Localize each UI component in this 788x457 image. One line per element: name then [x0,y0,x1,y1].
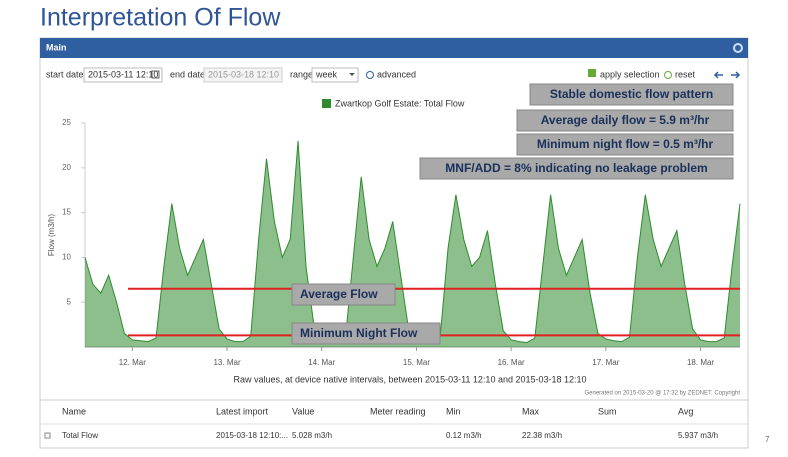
dropdown-arrow [349,73,355,76]
advanced-button[interactable]: advanced [377,69,416,79]
table-cell: Total Flow [62,431,98,440]
reset-icon [664,71,672,79]
advanced-icon [366,71,374,79]
column-header: Avg [678,406,693,416]
column-header: Min [446,406,461,416]
reference-label: Average Flow [300,287,378,301]
reference-label-box [291,322,441,345]
end-value: 2015-03-18 12:10 [208,69,279,79]
legend-swatch [322,99,331,108]
annotation-box [529,83,734,106]
y-axis-label: Flow (m3/h) [47,214,56,257]
annotation: Average daily flow = 5.9 m³/hr [541,113,710,127]
x-tick-label: 17. Mar [592,358,619,367]
start-label: start date [46,69,84,79]
column-header: Value [292,406,314,416]
reference-label-box [291,283,396,306]
apply-icon [588,69,596,77]
table-cell: 5.937 m3/h [678,431,718,440]
y-tick-label: 25 [62,118,71,127]
slide-title: Interpretation Of Flow [40,4,281,32]
end-input[interactable] [203,67,283,83]
legend-label: Zwartkop Golf Estate: Total Flow [335,98,465,108]
range-value: week [315,69,338,79]
y-tick-label: 5 [67,297,72,306]
annotation-box [516,133,734,156]
column-header: Name [62,406,86,416]
prev-arrow[interactable] [713,71,723,79]
reference-label: Minimum Night Flow [300,326,418,340]
x-tick-label: 14. Mar [308,358,335,367]
x-tick-label: 15. Mar [403,358,430,367]
annotation: Stable domestic flow pattern [550,87,713,101]
apply-button[interactable]: apply selection [600,69,660,79]
range-label: range [290,69,313,79]
annotation: Minimum night flow = 0.5 m³/hr [537,137,714,151]
end-label: end date [170,69,205,79]
y-tick-label: 20 [62,163,71,172]
y-tick-label: 10 [62,253,71,262]
column-header: Sum [598,406,617,416]
start-value: 2015-03-11 12:10 [88,69,158,79]
table-cell: 0.12 m3/h [446,431,482,440]
annotation-box [516,109,734,132]
range-select[interactable] [311,67,359,83]
column-header: Max [522,406,540,416]
panel-title: Main [46,42,67,52]
panel-header [40,38,748,58]
next-arrow[interactable] [731,71,741,79]
annotation-box [419,157,734,180]
reset-button[interactable]: reset [675,69,696,79]
x-tick-label: 16. Mar [498,358,525,367]
annotation: MNF/ADD = 8% indicating no leakage probl… [445,161,707,175]
x-tick-label: 18. Mar [687,358,714,367]
column-header: Latest import [216,406,269,416]
y-tick-label: 15 [62,208,71,217]
table-cell: 2015-03-18 12:10:... [216,431,288,440]
area-fill [85,140,740,347]
start-input[interactable] [83,67,163,83]
expand-icon[interactable] [44,432,51,439]
x-tick-label: 12. Mar [119,358,146,367]
calendar-icon[interactable] [151,70,160,79]
x-tick-label: 13. Mar [213,358,240,367]
generated-note: Generated on 2015-03-20 @ 17:32 by ZEDNE… [584,391,740,397]
table-cell: 22.38 m3/h [522,431,562,440]
chart-caption: Raw values, at device native intervals, … [233,374,586,384]
table-cell: 5.028 m3/h [292,431,332,440]
column-header: Meter reading [370,406,426,416]
settings-icon[interactable] [733,43,743,53]
page-number: 7 [765,435,770,444]
